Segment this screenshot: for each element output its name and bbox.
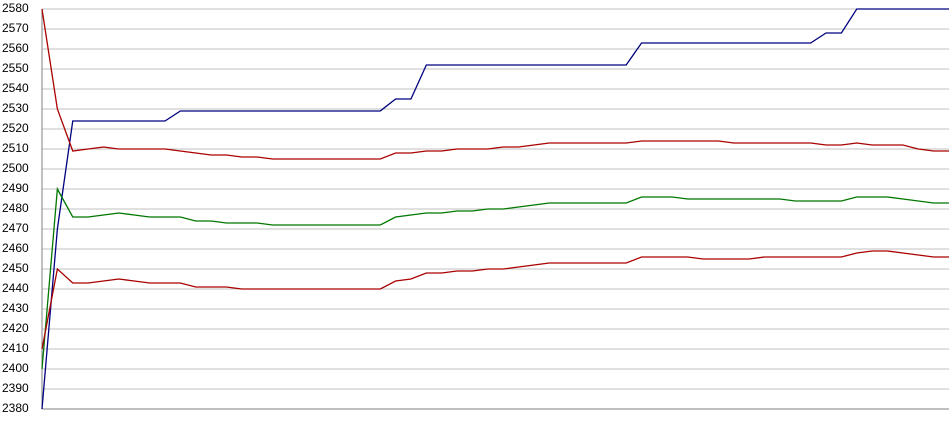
series-line: [41, 8, 949, 160]
y-tick-label: 2490: [2, 181, 29, 195]
y-tick-label: 2390: [2, 381, 29, 395]
series-line: [41, 186, 949, 370]
y-tick-label: 2470: [2, 221, 29, 235]
y-tick-label: 2480: [2, 201, 29, 215]
y-tick-label: 2420: [2, 321, 29, 335]
y-tick-label: 2550: [2, 61, 29, 75]
y-tick-label: 2460: [2, 241, 29, 255]
y-tick-label: 2540: [2, 81, 29, 95]
series-line: [41, 8, 949, 410]
y-tick-label: 2410: [2, 341, 29, 355]
y-tick-label: 2520: [2, 121, 29, 135]
y-tick-label: 2380: [2, 401, 29, 415]
y-tick-label: 2450: [2, 261, 29, 275]
y-tick-label: 2500: [2, 161, 29, 175]
y-tick-label: 2440: [2, 281, 29, 295]
y-tick-label: 2580: [2, 1, 29, 15]
series-line: [41, 250, 949, 350]
y-tick-label: 2430: [2, 301, 29, 315]
y-tick-label: 2530: [2, 101, 29, 115]
y-tick-label: 2560: [2, 41, 29, 55]
y-tick-label: 2510: [2, 141, 29, 155]
y-tick-label: 2570: [2, 21, 29, 35]
y-tick-label: 2400: [2, 361, 29, 375]
